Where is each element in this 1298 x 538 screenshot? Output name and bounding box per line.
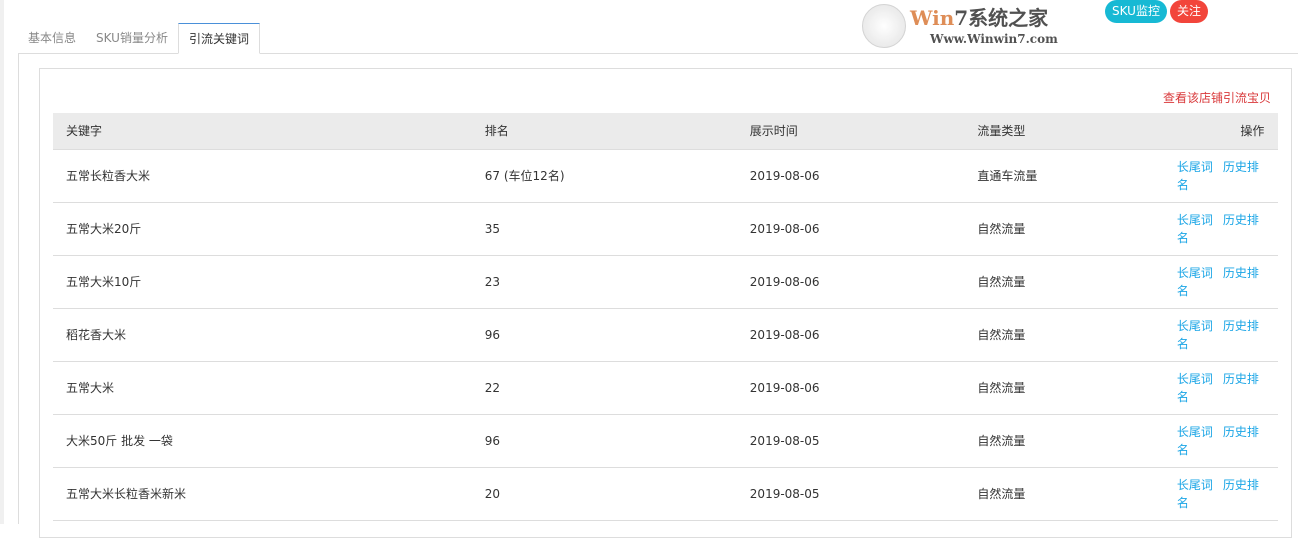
- traffic-type-cell: 自然流量: [964, 467, 1177, 521]
- action-cell: 长尾词 历史排名: [1176, 308, 1278, 362]
- table-row: 稻花香大米 96 2019-08-06 自然流量 长尾词 历史排名: [53, 308, 1278, 362]
- table-row: 大米50斤 批发 一袋 96 2019-08-05 自然流量 长尾词 历史排名: [53, 414, 1278, 468]
- watermark-title: Win7系统之家: [910, 6, 1049, 30]
- long-tail-link[interactable]: 长尾词: [1176, 159, 1213, 174]
- table-row: 五常长粒香大米 67 (车位12名) 2019-08-06 直通车流量 长尾词历…: [53, 149, 1278, 203]
- rank-cell: 67 (车位12名): [471, 149, 737, 203]
- long-tail-link[interactable]: 长尾词: [1176, 477, 1213, 492]
- traffic-type-cell: 自然流量: [964, 414, 1177, 468]
- traffic-type-cell: 自然流量: [964, 308, 1177, 362]
- tab-basic-info[interactable]: 基本信息: [28, 31, 77, 45]
- history-rank-link[interactable]: 历史排名: [1176, 318, 1259, 351]
- header-date: 展示时间: [736, 113, 965, 150]
- keyword-cell: 五常大米10斤: [53, 255, 472, 309]
- date-cell: 2019-08-06: [736, 149, 965, 203]
- history-rank-link[interactable]: 历史排名: [1176, 371, 1259, 404]
- table-row: 五常大米10斤 23 2019-08-06 自然流量 长尾词 历史排名: [53, 255, 1278, 309]
- date-cell: 2019-08-06: [736, 361, 965, 415]
- keyword-cell: 五常长粒香大米: [53, 149, 472, 203]
- tab-traffic-keywords[interactable]: 引流关键词: [177, 23, 260, 54]
- keywords-table: 关键字 排名 展示时间 流量类型 操作 五常长粒香大米 67 (车位12名) 2…: [53, 113, 1278, 521]
- history-rank-link[interactable]: 历史排名: [1176, 424, 1259, 457]
- date-cell: 2019-08-06: [736, 308, 965, 362]
- action-cell: 长尾词 历史排名: [1176, 467, 1278, 521]
- left-border: [0, 0, 4, 524]
- table-row: 五常大米长粒香米新米 20 2019-08-05 自然流量 长尾词 历史排名: [53, 467, 1278, 521]
- traffic-type-cell: 自然流量: [964, 202, 1177, 256]
- rank-cell: 35: [471, 202, 737, 256]
- action-cell: 长尾词 历史排名: [1176, 361, 1278, 415]
- history-rank-link[interactable]: 历史排名: [1176, 477, 1259, 510]
- top-actions: SKU监控 关注: [1105, 0, 1208, 23]
- keyword-cell: 五常大米: [53, 361, 472, 415]
- long-tail-link[interactable]: 长尾词: [1176, 424, 1213, 439]
- long-tail-link[interactable]: 长尾词: [1176, 371, 1213, 386]
- history-rank-link[interactable]: 历史排名: [1176, 212, 1259, 245]
- traffic-type-cell: 自然流量: [964, 361, 1177, 415]
- watermark: Win7系统之家 Www.Winwin7.com: [860, 0, 1080, 52]
- long-tail-link[interactable]: 长尾词: [1176, 318, 1213, 333]
- traffic-type-cell: 直通车流量: [964, 149, 1177, 203]
- rank-cell: 20: [471, 467, 737, 521]
- rank-cell: 23: [471, 255, 737, 309]
- action-cell: 长尾词 历史排名: [1176, 149, 1278, 203]
- follow-button[interactable]: 关注: [1169, 0, 1208, 23]
- history-rank-link[interactable]: 历史排名: [1176, 159, 1259, 192]
- action-cell: 长尾词 历史排名: [1176, 202, 1278, 256]
- history-rank-link[interactable]: 历史排名: [1176, 265, 1259, 298]
- tab-panel: [18, 54, 1298, 524]
- store-traffic-items-link[interactable]: 查看该店铺引流宝贝: [1162, 91, 1271, 105]
- rank-cell: 96: [471, 414, 737, 468]
- traffic-type-cell: 自然流量: [964, 255, 1177, 309]
- header-rank: 排名: [471, 113, 737, 150]
- watermark-url: Www.Winwin7.com: [930, 32, 1058, 46]
- date-cell: 2019-08-06: [736, 255, 965, 309]
- date-cell: 2019-08-05: [736, 467, 965, 521]
- long-tail-link[interactable]: 长尾词: [1176, 265, 1213, 280]
- date-cell: 2019-08-06: [736, 202, 965, 256]
- tab-bar: 基本信息 SKU销量分析 引流关键词: [18, 23, 1298, 54]
- header-action: 操作: [1176, 113, 1278, 150]
- action-cell: 长尾词 历史排名: [1176, 255, 1278, 309]
- date-cell: 2019-08-05: [736, 414, 965, 468]
- header-type: 流量类型: [964, 113, 1177, 150]
- table-row: 五常大米20斤 35 2019-08-06 自然流量 长尾词 历史排名: [53, 202, 1278, 256]
- table-row: 五常大米 22 2019-08-06 自然流量 长尾词 历史排名: [53, 361, 1278, 415]
- rank-cell: 22: [471, 361, 737, 415]
- keyword-cell: 五常大米20斤: [53, 202, 472, 256]
- keywords-box: 查看该店铺引流宝贝 关键字 排名 展示时间 流量类型 操作 五常长粒香大米 67…: [39, 68, 1292, 538]
- sku-monitor-button[interactable]: SKU监控: [1105, 0, 1167, 23]
- windows-logo-icon: [862, 4, 906, 48]
- keyword-cell: 大米50斤 批发 一袋: [53, 414, 472, 468]
- tab-sku-sales[interactable]: SKU销量分析: [96, 31, 168, 45]
- header-keyword: 关键字: [53, 113, 472, 150]
- keyword-cell: 稻花香大米: [53, 308, 472, 362]
- keyword-cell: 五常大米长粒香米新米: [53, 467, 472, 521]
- rank-cell: 96: [471, 308, 737, 362]
- long-tail-link[interactable]: 长尾词: [1176, 212, 1213, 227]
- action-cell: 长尾词 历史排名: [1176, 414, 1278, 468]
